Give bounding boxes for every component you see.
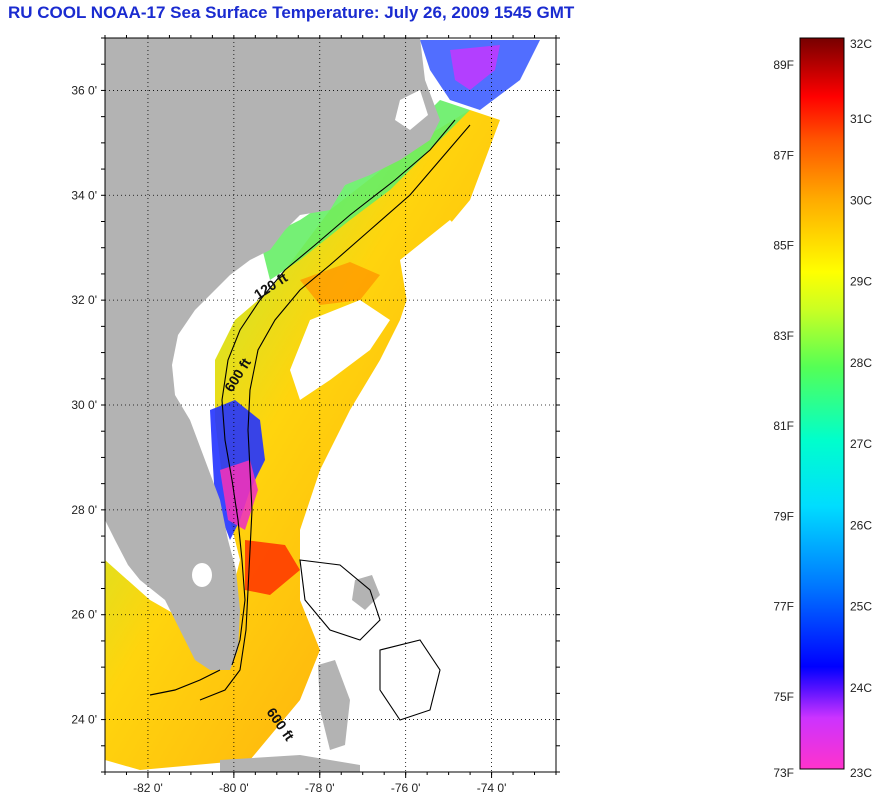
colorbar-fahrenheit-label: 73F [773,766,794,780]
lat-tick-label: 34 0' [71,188,97,202]
colorbar-celsius-label: 29C [850,275,872,289]
lat-tick-label: 26 0' [71,608,97,622]
lon-tick-label: -82 0' [133,781,163,795]
colorbar-celsius-label: 30C [850,193,872,207]
sst-northern-cool-magenta [450,45,500,90]
bathymetry-contours [199,119,471,721]
lon-tick-label: -76 0' [391,781,421,795]
sst-field [105,40,540,772]
colorbar-celsius-label: 27C [850,437,872,451]
colorbar-fahrenheit-label: 87F [773,148,794,162]
colorbar-celsius-label: 31C [850,112,872,126]
contour-600ft [199,124,471,701]
sst-warm-band [105,110,500,770]
colorbar-celsius-label: 32C [850,37,872,51]
contour-bahamas [299,559,381,641]
lake-okeechobee [192,563,212,587]
pamlico-sound [395,90,428,130]
colorbar-fahrenheit-label: 89F [773,58,794,72]
lat-tick-label: 28 0' [71,503,97,517]
cloud-gap-3 [400,220,480,320]
lat-tick-label: 24 0' [71,713,97,727]
colorbar-fahrenheit-label: 81F [773,419,794,433]
colorbar-labels: 32C 31C 30C 29C 28C 27C 26C 25C 24C 23C 89F 87F 85F 8… [773,37,872,780]
colorbar-fahrenheit-label: 77F [773,600,794,614]
lon-tick-label: -74 0' [477,781,507,795]
contour-bahamas-2 [379,639,441,721]
colorbar-fahrenheit-label: 79F [773,509,794,523]
colorbar-gradient [800,38,844,769]
colorbar: 32C 31C 30C 29C 28C 27C 26C 25C 24C 23C 89F 87F 85F 8… [773,37,872,780]
lon-tick-label: -78 0' [305,781,335,795]
land-us-mainland [105,38,440,670]
cloud-gap-2 [345,400,395,480]
cloud-gap-4 [360,540,540,772]
colorbar-fahrenheit-label: 83F [773,329,794,343]
land-bahamas-abaco [352,575,380,610]
land-bahamas-andros [318,660,350,750]
lon-tick-label: -80 0' [219,781,249,795]
colorbar-celsius-label: 26C [850,518,872,532]
contour-120ft [221,119,456,666]
land-cuba-north [220,755,360,772]
colorbar-celsius-label: 23C [850,766,872,780]
map-axis-ticks: -82 0' -80 0' -78 0' -76 0' -74 0' 24 0' 26 0'… [71,35,560,795]
lat-tick-label: 30 0' [71,398,97,412]
cloud-gap-1 [290,300,390,400]
colorbar-celsius-label: 24C [850,681,872,695]
colorbar-fahrenheit-label: 85F [773,239,794,253]
lat-tick-label: 32 0' [71,293,97,307]
colorbar-frame [799,37,845,770]
map-title: RU COOL NOAA-17 Sea Surface Temperature:… [8,3,575,22]
florida-keys [149,669,221,696]
map-frame [104,37,557,773]
sst-gulfstream-core [245,540,300,595]
map-panel: 120 ft 600 ft 600 ft -82 0' -80 0' -78 0' -… [71,35,560,795]
lat-tick-label: 36 0' [71,83,97,97]
colorbar-fahrenheit-label: 75F [773,690,794,704]
colorbar-celsius-label: 25C [850,600,872,614]
colorbar-celsius-label: 28C [850,356,872,370]
sst-georgia-magenta [220,460,258,530]
